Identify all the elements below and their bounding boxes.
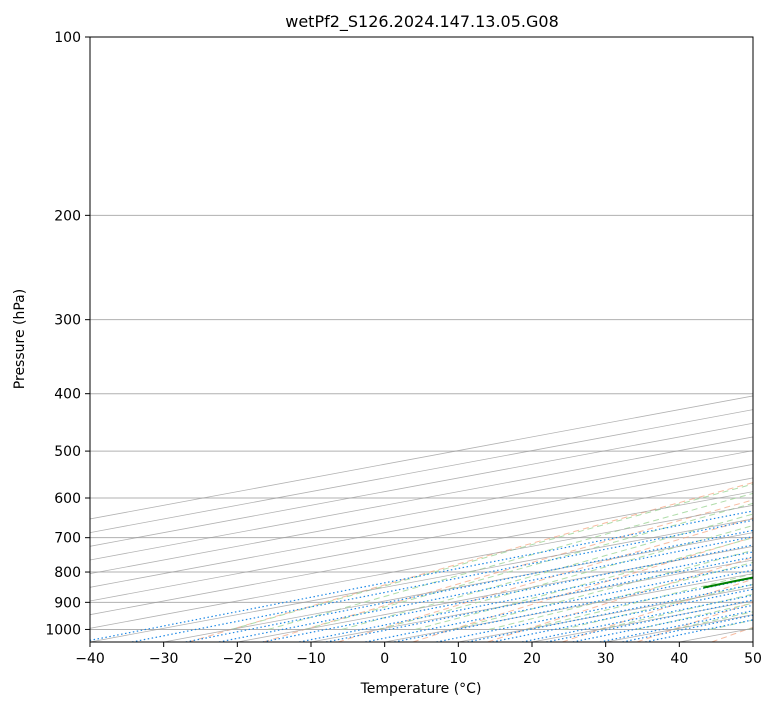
dry-adiabats: [188, 482, 753, 642]
isotherm--70: [90, 477, 753, 602]
mixing-ratio-line-25: [599, 610, 753, 642]
x-tick-label--30: −30: [149, 651, 179, 667]
moist-adiabat--15: [341, 513, 753, 630]
dry-adiabat--10: [338, 517, 753, 642]
isotherm--100: [90, 436, 753, 561]
y-tick-label-800: 800: [54, 565, 81, 581]
y-tick-label-300: 300: [54, 313, 81, 329]
x-tick-label-0: 0: [380, 651, 389, 667]
x-tick-label-10: 10: [449, 651, 467, 667]
isotherm-30: [605, 614, 753, 642]
moist-adiabat-0: [452, 549, 753, 630]
x-tick-label-20: 20: [523, 651, 541, 667]
dry-adiabat--30: [188, 482, 753, 642]
isotherm--110: [90, 422, 753, 547]
x-tick-label--40: −40: [75, 651, 105, 667]
x-axis-label: Temperature (°C): [360, 681, 482, 697]
moist-adiabat-20: [599, 593, 753, 630]
isotherm--60: [90, 491, 753, 616]
y-tick-label-700: 700: [54, 531, 81, 547]
mixing-ratio-line-30: [622, 614, 753, 642]
profile-series: [703, 576, 753, 589]
y-axis-label: Pressure (hPa): [12, 289, 28, 389]
dry-adiabat-40: [711, 626, 753, 642]
isotherms: [90, 395, 753, 642]
x-tick-label-40: 40: [670, 651, 688, 667]
y-tick-label-400: 400: [54, 387, 81, 403]
dewpoint-profile-line: [703, 576, 753, 589]
mixing-ratio-line-2: [325, 556, 753, 642]
mixing-ratio-line-1.5: [299, 551, 753, 642]
mixing-ratio-line-0.4: [185, 529, 753, 642]
dry-adiabat-0: [412, 536, 753, 642]
x-tick-label--10: −10: [296, 651, 326, 667]
moist-adiabat--20: [304, 502, 753, 630]
x-tick-label-50: 50: [744, 651, 762, 667]
pressure-grid: [90, 37, 753, 630]
mixing-ratio-line-1: [262, 544, 753, 642]
moist-adiabat--30: [231, 483, 753, 630]
isotherm--30: [163, 532, 753, 642]
moist-adiabat-25: [636, 602, 753, 630]
moist-adiabat-5: [488, 561, 753, 630]
moist-adiabat--25: [267, 492, 753, 630]
dry-adiabat-10: [487, 557, 753, 642]
mixing-ratio-line-3: [365, 563, 753, 642]
y-tick-label-100: 100: [54, 30, 81, 46]
isotherm--80: [90, 463, 753, 588]
isotherm--40: [90, 518, 753, 642]
plot-frame: [89, 36, 754, 643]
moist-adiabat-30: [673, 611, 753, 630]
plot-area: 0.10.20.40.611.52346810131620253036-100-…: [90, 37, 753, 642]
y-tick-label-500: 500: [54, 444, 81, 460]
isotherm-50: [752, 641, 753, 642]
isotherm--120: [90, 409, 753, 534]
mixing-ratio-line-4: [394, 569, 753, 642]
mixing-ratio-lines: [90, 510, 753, 642]
y-tick-label-600: 600: [54, 491, 81, 507]
isotherm--50: [90, 504, 753, 629]
dry-adiabat-20: [562, 578, 753, 642]
isotherm--90: [90, 450, 753, 575]
mixing-ratio-line-0.6: [218, 536, 753, 642]
y-tick-label-200: 200: [54, 208, 81, 224]
x-tick-label--20: −20: [223, 651, 253, 667]
moist-adiabats: [231, 483, 753, 630]
x-axis-ticks: −40 −30 −20 −10 0 10 20 30 40 50: [75, 642, 762, 667]
chart-title: wetPf2_S126.2024.147.13.05.G08: [285, 12, 559, 32]
moist-adiabat-40: [746, 627, 753, 630]
dry-adiabat--20: [263, 499, 753, 642]
moist-adiabat--5: [415, 537, 753, 630]
moist-adiabat--10: [378, 525, 753, 630]
y-tick-label-900: 900: [54, 595, 81, 611]
isotherm--130: [90, 395, 753, 520]
x-tick-label-30: 30: [597, 651, 615, 667]
y-tick-label-1000: 1000: [45, 622, 81, 638]
mixing-ratio-line-10: [492, 588, 753, 642]
y-axis-ticks: 100 200 300 400 500 600 700 800 900 1000: [45, 30, 90, 638]
